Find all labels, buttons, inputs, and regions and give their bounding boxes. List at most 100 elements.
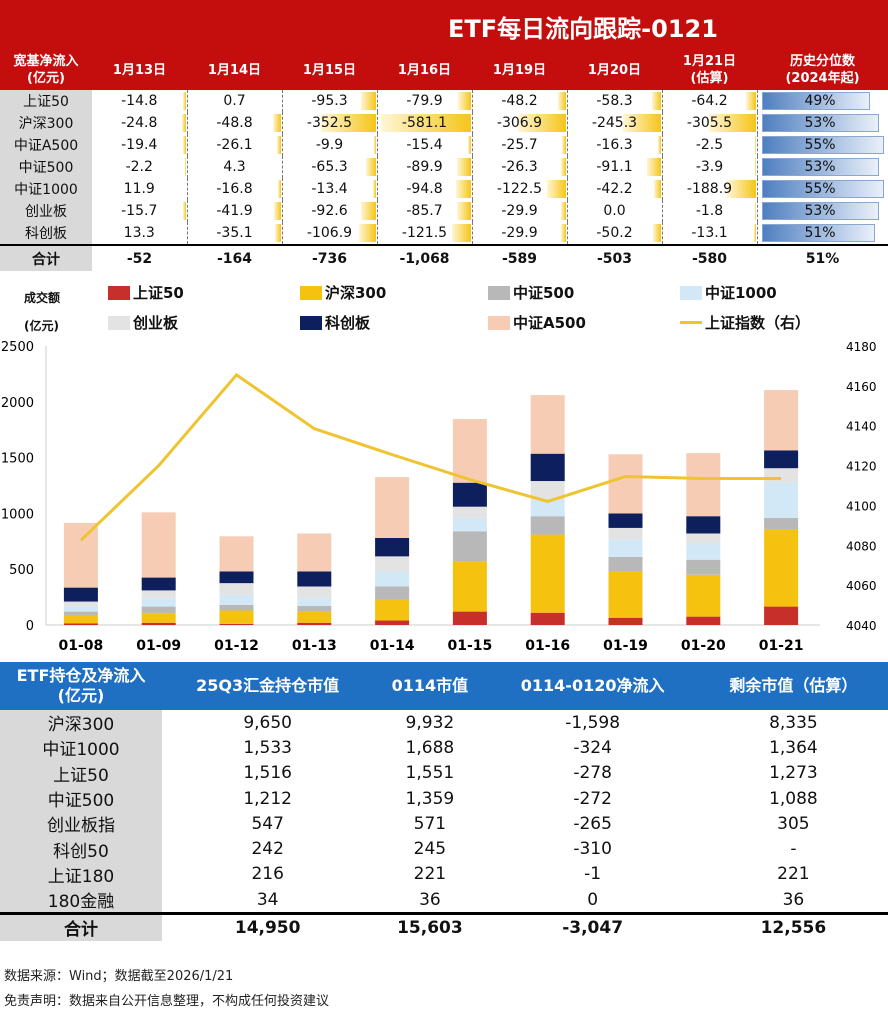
- table-cell: 547: [162, 811, 373, 836]
- bar-segment: [64, 607, 98, 612]
- table-cell: 216: [162, 862, 373, 887]
- legend-swatch: [300, 316, 322, 330]
- data-bar: [561, 224, 566, 242]
- bar-segment: [64, 602, 98, 607]
- legend-item: 中证500: [488, 282, 574, 303]
- table-cell: -310: [486, 836, 698, 861]
- flow-cell: -95.3: [282, 90, 377, 112]
- flow-cell: -13.1: [662, 222, 757, 245]
- row-label: 科创50: [0, 836, 162, 861]
- bar-segment: [64, 588, 98, 602]
- flow-value: -58.3: [596, 93, 632, 109]
- flow-value: -16.8: [216, 181, 252, 197]
- bar-segment: [686, 516, 720, 533]
- data-bar: [183, 92, 185, 110]
- column-header: 1月21日 (估算): [662, 50, 757, 90]
- legend-item: 沪深300: [300, 282, 386, 303]
- flow-value: -1.8: [696, 203, 723, 219]
- legend-item: 创业板: [108, 312, 178, 333]
- legend-label: 沪深300: [325, 282, 386, 303]
- bar-segment: [142, 512, 176, 577]
- x-tick-label: 01-19: [603, 638, 648, 654]
- flow-cell: -26.1: [187, 134, 282, 156]
- y2-tick-label: 4080: [846, 539, 877, 553]
- bar-segment: [220, 595, 254, 605]
- x-tick-label: 01-21: [759, 638, 804, 654]
- bar-segment: [609, 571, 643, 617]
- row-label: 创业板: [0, 200, 92, 222]
- x-tick-label: 01-15: [448, 638, 493, 654]
- flow-value: -2.5: [696, 137, 723, 153]
- bar-segment: [375, 586, 409, 599]
- data-bar: [458, 92, 470, 110]
- flow-value: -29.9: [501, 203, 537, 219]
- bar-segment: [609, 513, 643, 528]
- bar-segment: [531, 613, 565, 625]
- percentile-bar: 49%: [762, 92, 871, 110]
- data-bar: [275, 224, 280, 242]
- data-bar: [277, 136, 281, 154]
- legend-label: 中证1000: [705, 282, 777, 303]
- bar-segment: [764, 607, 798, 625]
- flow-cell: -58.3: [567, 90, 662, 112]
- percentile-bar: 53%: [762, 158, 880, 176]
- legend-label: 科创板: [325, 312, 370, 333]
- y2-tick-label: 4040: [846, 619, 877, 633]
- total-percentile: 51%: [757, 245, 888, 271]
- bar-segment: [453, 507, 487, 518]
- flow-value: -29.9: [501, 225, 537, 241]
- percentile-bar: 51%: [762, 224, 875, 242]
- flow-value: -94.8: [406, 181, 442, 197]
- row-label: 中证500: [0, 156, 92, 178]
- table-cell: 34: [162, 887, 373, 914]
- column-header: 1月16日: [377, 50, 472, 90]
- bar-segment: [220, 536, 254, 571]
- flow-cell: -48.8: [187, 112, 282, 134]
- bar-segment: [64, 523, 98, 588]
- flow-cell: -35.1: [187, 222, 282, 245]
- x-tick-label: 01-20: [681, 638, 726, 654]
- bar-segment: [297, 612, 331, 623]
- flow-value: -13.1: [691, 225, 727, 241]
- y-tick-label: 500: [9, 563, 34, 578]
- y2-tick-label: 4140: [846, 420, 877, 434]
- bar-segment: [64, 615, 98, 623]
- flow-cell: -85.7: [377, 200, 472, 222]
- flow-cell: -2.5: [662, 134, 757, 156]
- percentile-value: 55%: [763, 137, 878, 153]
- data-bar: [452, 224, 471, 242]
- bar-segment: [453, 612, 487, 625]
- table-cell: -265: [486, 811, 698, 836]
- bar-segment: [609, 528, 643, 540]
- y-tick-label: 2500: [1, 340, 34, 355]
- flow-cell: -29.9: [472, 222, 567, 245]
- flow-value: -122.5: [497, 181, 542, 197]
- row-label: 上证50: [0, 90, 92, 112]
- flow-cell: -24.8: [92, 112, 187, 134]
- flow-cell: -106.9: [282, 222, 377, 245]
- index-line: [81, 375, 781, 540]
- data-bar: [366, 158, 376, 176]
- flow-cell: 13.3: [92, 222, 187, 245]
- bar-segment: [297, 571, 331, 586]
- bar-segment: [142, 598, 176, 606]
- percentile-value: 53%: [763, 203, 878, 219]
- flow-cell: -41.9: [187, 200, 282, 222]
- flow-cell: -79.9: [377, 90, 472, 112]
- data-bar: [457, 158, 471, 176]
- flow-cell: -2.2: [92, 156, 187, 178]
- header-corner: 宽基净流入 (亿元): [0, 50, 92, 90]
- y-tick-label: 0: [26, 619, 34, 634]
- bar-segment: [375, 621, 409, 625]
- table-cell: 1,273: [699, 761, 888, 786]
- flow-cell: -13.4: [282, 178, 377, 200]
- turnover-chart: 0500100015002000250040404060408041004120…: [0, 336, 888, 662]
- legend-label: 中证500: [513, 282, 574, 303]
- data-bar: [373, 180, 375, 198]
- flow-value: -79.9: [406, 93, 442, 109]
- flow-value: -89.9: [406, 159, 442, 175]
